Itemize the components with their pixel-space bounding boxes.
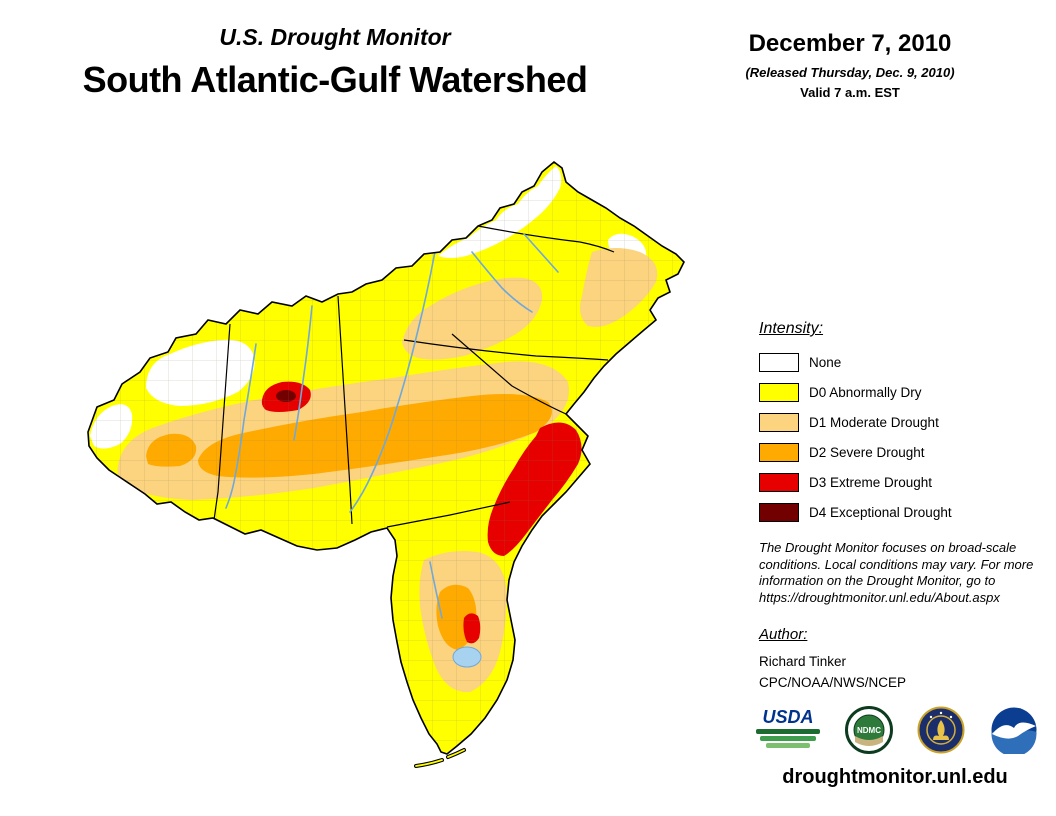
- ndmc-wordmark: NDMC: [857, 726, 881, 735]
- legend-item-d1: D1 Moderate Drought: [759, 413, 1044, 432]
- author-block: Author: Richard Tinker CPC/NOAA/NWS/NCEP: [759, 626, 906, 690]
- legend-label-d3: D3 Extreme Drought: [809, 475, 933, 490]
- agency-logos: USDA NDMC: [756, 706, 1038, 754]
- author-organization: CPC/NOAA/NWS/NCEP: [759, 675, 907, 690]
- report-date: December 7, 2010: [748, 30, 952, 57]
- legend-swatch-d3: [759, 473, 799, 492]
- legend: Intensity: None D0 Abnormally Dry D1 Mod…: [759, 320, 1044, 533]
- legend-swatch-d4: [759, 503, 799, 522]
- author-name: Richard Tinker: [759, 654, 847, 669]
- disclaimer-text: The Drought Monitor focuses on broad-sca…: [759, 540, 1034, 605]
- rivers: [225, 233, 559, 619]
- lake-okeechobee: [452, 646, 482, 668]
- legend-swatch-d2: [759, 443, 799, 462]
- date-block: December 7, 2010 (Released Thursday, Dec…: [710, 30, 990, 100]
- legend-label-d4: D4 Exceptional Drought: [809, 505, 952, 520]
- report-title: U.S. Drought Monitor: [219, 24, 451, 50]
- report-header: U.S. Drought Monitor South Atlantic-Gulf…: [10, 24, 660, 101]
- footer-url: droughtmonitor.unl.edu: [782, 766, 1008, 788]
- released-date: (Released Thursday, Dec. 9, 2010): [745, 65, 955, 80]
- legend-item-d2: D2 Severe Drought: [759, 443, 1044, 462]
- author-heading: Author:: [759, 626, 808, 643]
- legend-label-d0: D0 Abnormally Dry: [809, 385, 922, 400]
- usda-wordmark: USDA: [762, 707, 814, 727]
- report-subtitle: South Atlantic-Gulf Watershed: [82, 59, 588, 100]
- legend-heading: Intensity:: [759, 320, 824, 337]
- county-grid: [88, 162, 684, 754]
- drought-map-svg: [87, 161, 685, 768]
- florida-keys: [414, 748, 466, 768]
- legend-label-none: None: [809, 355, 842, 370]
- legend-item-d4: D4 Exceptional Drought: [759, 503, 1044, 522]
- usda-field-stripes: [756, 729, 820, 748]
- legend-item-none: None: [759, 353, 1044, 372]
- valid-time: Valid 7 a.m. EST: [800, 85, 900, 100]
- usda-logo: USDA: [756, 707, 820, 753]
- cpc-seal-logo: [917, 706, 965, 754]
- legend-swatch-d1: [759, 413, 799, 432]
- legend-label-d1: D1 Moderate Drought: [809, 415, 939, 430]
- legend-swatch-none: [759, 353, 799, 372]
- ndmc-logo: NDMC: [844, 706, 893, 754]
- drought-map: [60, 148, 720, 803]
- legend-item-d3: D3 Extreme Drought: [759, 473, 1044, 492]
- legend-swatch-d0: [759, 383, 799, 402]
- state-borders: [213, 225, 615, 528]
- legend-item-d0: D0 Abnormally Dry: [759, 383, 1044, 402]
- noaa-logo: [991, 707, 1037, 754]
- legend-label-d2: D2 Severe Drought: [809, 445, 925, 460]
